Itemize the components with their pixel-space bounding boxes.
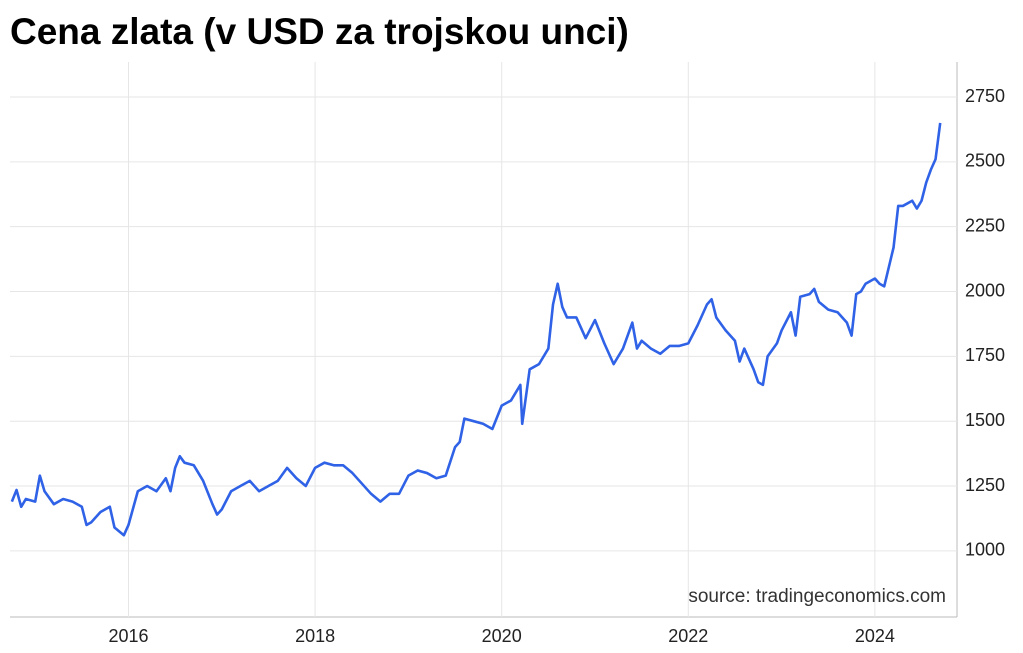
y-tick-label: 2750 — [965, 86, 1005, 106]
x-tick-label: 2020 — [482, 626, 522, 646]
price-line — [10, 122, 942, 537]
y-tick-label: 1750 — [965, 345, 1005, 365]
y-tick-label: 1000 — [965, 540, 1005, 560]
y-tick-label: 2250 — [965, 215, 1005, 235]
x-tick-label: 2024 — [855, 626, 895, 646]
y-tick-label: 2000 — [965, 280, 1005, 300]
source-note: source: tradingeconomics.com — [688, 586, 946, 607]
y-tick-label: 1500 — [965, 410, 1005, 430]
x-tick-label: 2018 — [295, 626, 335, 646]
x-tick-label: 2022 — [668, 626, 708, 646]
y-tick-label: 1250 — [965, 475, 1005, 495]
chart-title: Cena zlata (v USD za trojskou unci) — [10, 11, 629, 52]
y-tick-label: 2500 — [965, 151, 1005, 171]
x-tick-label: 2016 — [108, 626, 148, 646]
